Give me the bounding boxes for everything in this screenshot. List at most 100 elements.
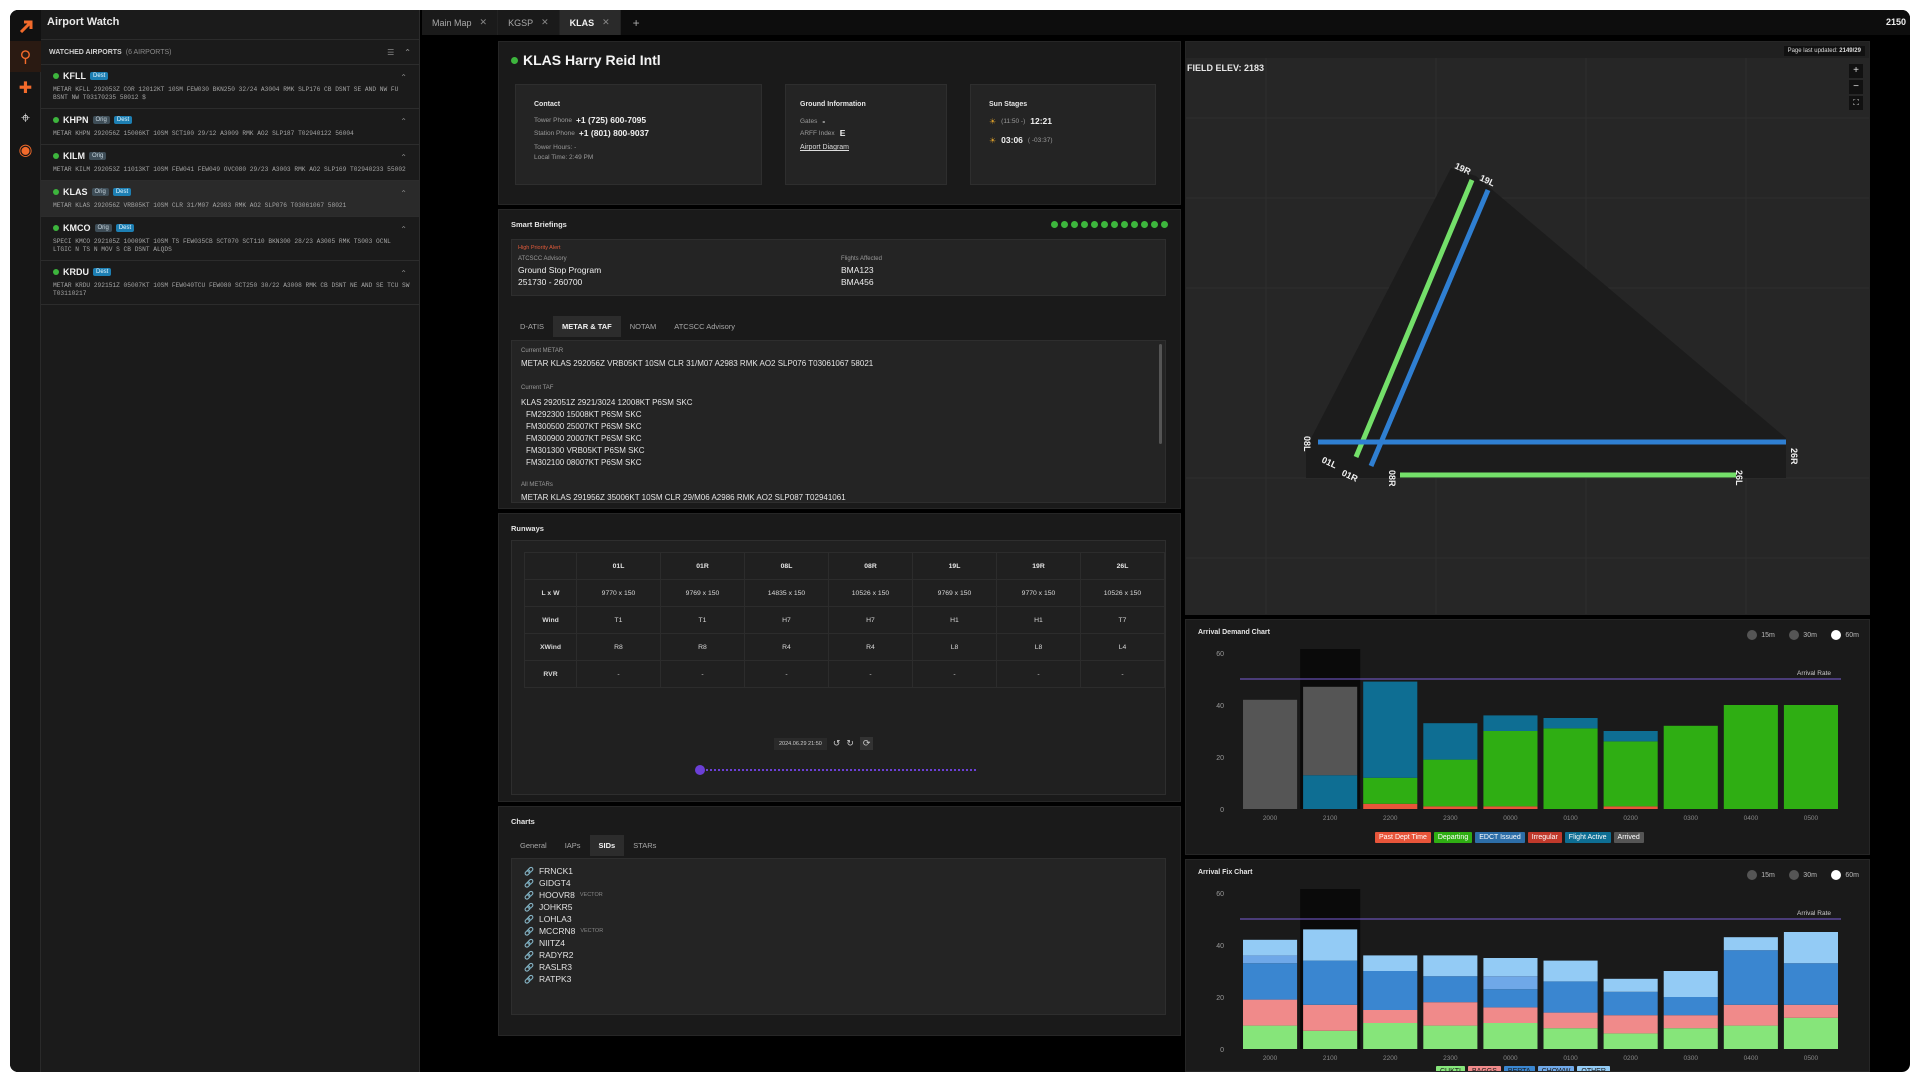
airport-item-krdu[interactable]: KRDU Dest ⌃ METAR KRDU 292151Z 05007KT 10SM… bbox=[41, 261, 419, 305]
close-icon[interactable]: ✕ bbox=[479, 17, 488, 27]
bar-segment-baggs[interactable] bbox=[1243, 999, 1298, 1026]
bar-segment-other[interactable] bbox=[1243, 939, 1298, 956]
bar-segment-baggs[interactable] bbox=[1603, 1015, 1658, 1034]
tab-klas[interactable]: KLAS ✕ bbox=[559, 10, 621, 35]
bar-segment-baggs[interactable] bbox=[1423, 1002, 1478, 1026]
bar-segment-berta[interactable] bbox=[1723, 950, 1778, 1005]
bar-segment-baggs[interactable] bbox=[1663, 1015, 1718, 1029]
bar-segment-cukti[interactable] bbox=[1483, 1023, 1538, 1049]
collapse-chevron-icon[interactable]: ⌃ bbox=[400, 153, 407, 162]
bar-segment-berta[interactable] bbox=[1363, 971, 1418, 1010]
collapse-chevron-icon[interactable]: ⌃ bbox=[400, 269, 407, 278]
bar-segment-cukti[interactable] bbox=[1243, 1025, 1298, 1049]
legend-item[interactable]: BAGGS bbox=[1468, 1066, 1501, 1071]
legend-item[interactable]: Past Dept Time bbox=[1375, 832, 1431, 843]
bar-segment-cukti[interactable] bbox=[1363, 1023, 1418, 1049]
collapse-icon[interactable]: ⌃ bbox=[404, 47, 411, 57]
bar-segment-other[interactable] bbox=[1483, 958, 1538, 977]
bar-segment-departing[interactable] bbox=[1603, 741, 1658, 807]
tab-kgsp[interactable]: KGSP ✕ bbox=[498, 10, 560, 35]
tower-phone[interactable]: +1 (725) 600-7095 bbox=[575, 115, 647, 125]
sid-item[interactable]: 🔗 RASLR3 bbox=[524, 961, 1153, 973]
bar-segment-arrived[interactable] bbox=[1303, 686, 1358, 776]
airport-item-khpn[interactable]: KHPN Orig Dest ⌃ METAR KHPN 292056Z 15006KT … bbox=[41, 109, 419, 145]
radio-15m[interactable]: 15m bbox=[1747, 630, 1775, 640]
bar-segment-cukti[interactable] bbox=[1543, 1028, 1598, 1049]
map-canvas[interactable]: FIELD ELEV: 2183 19R 19L 08L 01L 01R 08R… bbox=[1186, 58, 1869, 614]
refresh-icon[interactable]: ⟳ bbox=[859, 737, 874, 750]
bell-icon[interactable]: ⚲ bbox=[10, 41, 41, 72]
legend-item[interactable]: CHOWW bbox=[1537, 1066, 1575, 1071]
bar-segment-berta[interactable] bbox=[1663, 997, 1718, 1016]
bar-segment-baggs[interactable] bbox=[1483, 1007, 1538, 1023]
close-icon[interactable]: ✕ bbox=[602, 17, 610, 27]
bar-segment-choww[interactable] bbox=[1243, 955, 1298, 964]
legend-item[interactable]: CUKTI bbox=[1436, 1066, 1465, 1071]
sid-item[interactable]: 🔗 GIDGT4 bbox=[524, 877, 1153, 889]
bar-segment-baggs[interactable] bbox=[1543, 1012, 1598, 1029]
timeline-handle[interactable] bbox=[695, 765, 705, 775]
forward-icon[interactable]: ↻ bbox=[846, 738, 854, 748]
bar-segment-berta[interactable] bbox=[1603, 991, 1658, 1016]
bar-segment-past-dept-time[interactable] bbox=[1483, 806, 1538, 809]
legend-item[interactable]: Irregular bbox=[1527, 832, 1562, 843]
bar-segment-departing[interactable] bbox=[1543, 728, 1598, 809]
bar-segment-cukti[interactable] bbox=[1603, 1033, 1658, 1049]
sid-item[interactable]: 🔗 JOHKR5 bbox=[524, 901, 1153, 913]
bar-segment-past-dept-time[interactable] bbox=[1363, 803, 1418, 809]
airport-item-klas[interactable]: KLAS Orig Dest ⌃ METAR KLAS 292056Z VRB05KT … bbox=[41, 181, 419, 217]
bar-segment-choww[interactable] bbox=[1483, 976, 1538, 990]
legend-item[interactable]: BERTA bbox=[1503, 1066, 1535, 1071]
sid-item[interactable]: 🔗 LOHLA3 bbox=[524, 913, 1153, 925]
filter-icon[interactable]: ☰ bbox=[387, 47, 395, 57]
bar-segment-departing[interactable] bbox=[1783, 705, 1838, 809]
tab-iaps[interactable]: IAPs bbox=[564, 841, 581, 850]
rewind-icon[interactable]: ↺ bbox=[832, 738, 841, 748]
bar-segment-other[interactable] bbox=[1723, 937, 1778, 951]
bar-segment-cukti[interactable] bbox=[1303, 1030, 1358, 1049]
legend-item[interactable]: Departing bbox=[1433, 832, 1473, 843]
crosshair-icon[interactable]: ⌖ bbox=[20, 109, 30, 127]
flight-2[interactable]: BMA456 bbox=[841, 277, 874, 287]
sid-item[interactable]: 🔗 HOOVR8 VECTOR bbox=[524, 889, 1153, 901]
tab-datis[interactable]: D-ATIS bbox=[520, 322, 545, 331]
bar-segment-baggs[interactable] bbox=[1363, 1010, 1418, 1023]
timeline-slider[interactable] bbox=[695, 765, 976, 775]
bar-segment-berta[interactable] bbox=[1423, 976, 1478, 1003]
airport-item-kmco[interactable]: KMCO Orig Dest ⌃ SPECI KMCO 292105Z 10009KT … bbox=[41, 217, 419, 261]
flight-1[interactable]: BMA123 bbox=[841, 265, 874, 275]
bar-segment-other[interactable] bbox=[1783, 932, 1838, 964]
bar-segment-departing[interactable] bbox=[1483, 731, 1538, 807]
bar-segment-berta[interactable] bbox=[1783, 963, 1838, 1005]
bar-segment-departing[interactable] bbox=[1363, 777, 1418, 804]
radio-30m[interactable]: 30m bbox=[1789, 630, 1817, 640]
station-phone[interactable]: +1 (801) 800-9037 bbox=[578, 128, 650, 138]
bar-segment-departing[interactable] bbox=[1663, 725, 1718, 809]
collapse-chevron-icon[interactable]: ⌃ bbox=[400, 225, 407, 234]
airport-diagram-link[interactable]: Airport Diagram bbox=[800, 144, 850, 151]
bar-segment-flight-active[interactable] bbox=[1603, 731, 1658, 742]
legend-item[interactable]: OTHER bbox=[1577, 1066, 1610, 1071]
collapse-chevron-icon[interactable]: ⌃ bbox=[400, 189, 407, 198]
bar-segment-baggs[interactable] bbox=[1783, 1004, 1838, 1018]
scrollbar[interactable] bbox=[1159, 344, 1162, 444]
tab-general[interactable]: General bbox=[520, 841, 547, 850]
bar-segment-flight-active[interactable] bbox=[1363, 681, 1418, 778]
legend-item[interactable]: Flight Active bbox=[1564, 832, 1611, 843]
bar-segment-berta[interactable] bbox=[1303, 960, 1358, 1005]
bar-segment-flight-active[interactable] bbox=[1303, 775, 1358, 809]
fullscreen-icon[interactable]: ⛶ bbox=[1849, 96, 1863, 110]
bar-segment-other[interactable] bbox=[1363, 955, 1418, 971]
bar-segment-past-dept-time[interactable] bbox=[1423, 806, 1478, 809]
bar-segment-flight-active[interactable] bbox=[1543, 718, 1598, 729]
tab-atcscc-advisory[interactable]: ATCSCC Advisory bbox=[674, 322, 735, 331]
bar-segment-flight-active[interactable] bbox=[1423, 723, 1478, 760]
sid-item[interactable]: 🔗 RADYR2 bbox=[524, 949, 1153, 961]
tab-metar-taf[interactable]: METAR & TAF bbox=[553, 316, 621, 337]
add-tab-icon[interactable]: + bbox=[632, 15, 640, 30]
airport-map-panel[interactable]: Page last updated: 2149/29 FIELD ELEV: 2… bbox=[1185, 41, 1870, 615]
bar-segment-past-dept-time[interactable] bbox=[1603, 806, 1658, 809]
bar-segment-flight-active[interactable] bbox=[1483, 715, 1538, 731]
bar-segment-berta[interactable] bbox=[1483, 989, 1538, 1008]
radio-60m[interactable]: 60m bbox=[1831, 630, 1859, 640]
